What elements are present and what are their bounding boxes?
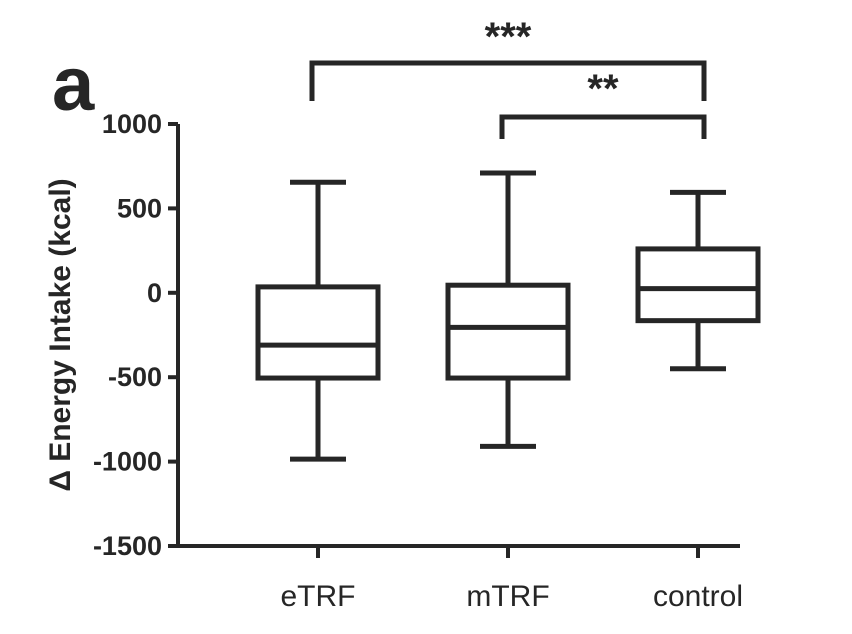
significance-label: ** bbox=[587, 67, 619, 111]
bracket-line bbox=[309, 60, 707, 101]
bracket-eTRF-control: *** bbox=[309, 15, 707, 101]
bracket-line bbox=[499, 114, 707, 139]
boxes bbox=[255, 170, 761, 462]
y-tick-label: -500 bbox=[108, 362, 162, 392]
y-tick-label: 1000 bbox=[102, 109, 162, 139]
significance-label: *** bbox=[485, 15, 532, 59]
panel-label: a bbox=[52, 42, 95, 127]
significance-brackets: ***** bbox=[309, 15, 707, 139]
y-axis-label: Δ Energy Intake (kcal) bbox=[44, 178, 77, 491]
x-tick-label: eTRF bbox=[281, 580, 356, 613]
iqr-box bbox=[635, 246, 761, 324]
x-tick-label: control bbox=[653, 580, 743, 613]
y-tick-label: -1500 bbox=[93, 531, 162, 561]
box-control bbox=[635, 189, 761, 372]
box-eTRF bbox=[255, 179, 381, 462]
bracket-mTRF-control: ** bbox=[499, 67, 707, 139]
axes: -1500 -1000 -500 0 500 1000 eTRF mTRF control bbox=[93, 109, 743, 613]
iqr-box bbox=[445, 282, 571, 381]
y-tick-label: -1000 bbox=[93, 447, 162, 477]
iqr-box bbox=[255, 284, 381, 381]
box-mTRF bbox=[445, 170, 571, 449]
x-tick-label: mTRF bbox=[466, 580, 549, 613]
y-tick-label: 0 bbox=[147, 278, 162, 308]
y-tick-label: 500 bbox=[117, 193, 162, 223]
